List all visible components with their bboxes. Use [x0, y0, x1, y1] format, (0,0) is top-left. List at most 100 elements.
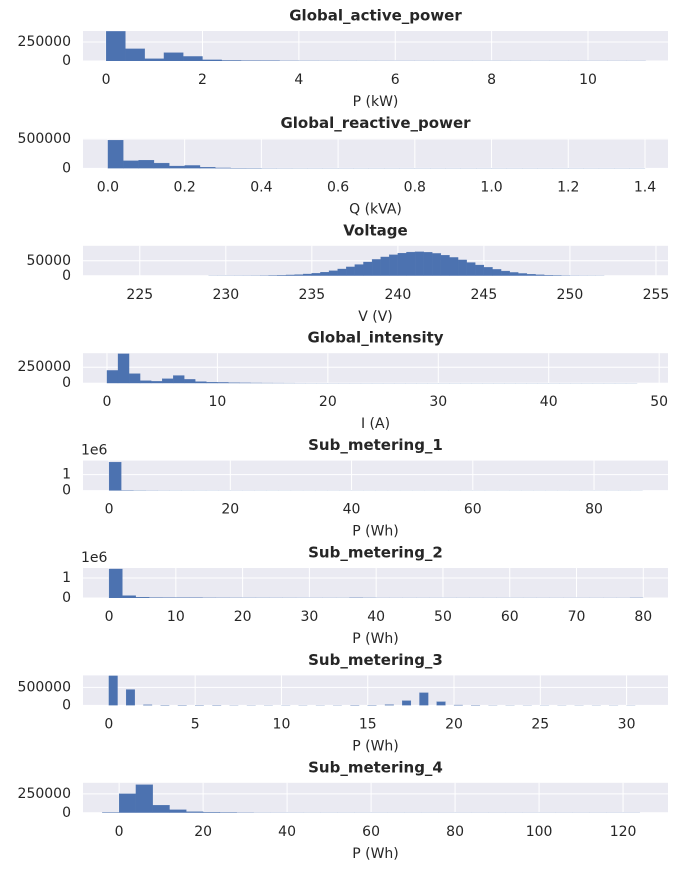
bar: [432, 253, 442, 276]
subplot-title: Voltage: [343, 221, 407, 239]
subplot: Global_active_power P (kW) 0 2 4 6 8 10 0 250000: [18, 7, 668, 110]
bar: [363, 261, 373, 276]
bar: [475, 264, 485, 276]
bar: [285, 274, 295, 276]
bar: [106, 370, 119, 384]
bar: [169, 809, 187, 813]
y-tick-label: 0: [62, 160, 71, 176]
x-tick-label: 0.6: [327, 179, 349, 195]
x-tick-label: 1.4: [634, 179, 656, 195]
plot-area: [83, 782, 668, 813]
x-tick-label: 0.0: [97, 179, 119, 195]
bar: [125, 48, 145, 61]
x-tick-label: 0: [103, 394, 112, 410]
subplot: Sub_metering_4 P (Wh) 0 20 40 60 80 100 120 0 2500…: [18, 758, 668, 862]
x-tick-label: 50: [650, 394, 668, 410]
x-tick-label: 0: [105, 502, 114, 518]
x-tick-label: 20: [221, 502, 239, 518]
bar: [346, 266, 356, 276]
plot-area: [83, 568, 668, 598]
bar: [371, 259, 381, 276]
x-axis-label: P (Wh): [352, 846, 399, 862]
x-tick-label: 0: [102, 72, 111, 88]
y-tick-label: 0: [62, 697, 71, 713]
x-tick-label: 1.2: [557, 179, 579, 195]
x-tick-label: 10: [273, 716, 291, 732]
y-tick-label: 250000: [18, 786, 71, 802]
bars: [107, 140, 646, 169]
bar: [195, 381, 207, 384]
bar: [186, 811, 204, 813]
subplot-title: Sub_metering_3: [308, 651, 443, 669]
subplot: Sub_metering_3 P (Wh) 0 5 10 15 20 25 30 0 500000: [18, 651, 668, 754]
x-tick-label: 60: [464, 502, 482, 518]
bar: [143, 704, 153, 706]
x-tick-label: 225: [126, 287, 153, 303]
x-tick-label: 40: [540, 394, 558, 410]
x-tick-label: 0.2: [174, 179, 196, 195]
y-tick-label: 0: [62, 268, 71, 284]
x-tick-label: 4: [294, 72, 303, 88]
bar: [436, 701, 446, 706]
x-tick-label: 245: [471, 287, 498, 303]
x-tick-label: 40: [367, 609, 385, 625]
bars: [108, 461, 643, 491]
x-tick-label: 0: [115, 824, 124, 840]
bar: [206, 382, 218, 384]
bar: [277, 275, 287, 276]
x-axis-label: Q (kVA): [349, 201, 402, 217]
subplot-title: Global_active_power: [289, 7, 462, 25]
bar: [440, 255, 450, 276]
x-tick-label: 30: [429, 394, 447, 410]
bar: [199, 167, 216, 169]
x-tick-label: 10: [167, 609, 185, 625]
x-tick-label: 25: [531, 716, 549, 732]
x-tick-label: 80: [634, 609, 652, 625]
bar: [139, 380, 152, 384]
bar: [380, 256, 390, 276]
bars: [102, 784, 641, 813]
subplot: Global_reactive_power Q (kVA) 0.0 0.2 0.4 0.6…: [18, 114, 668, 217]
x-tick-label: 20: [194, 824, 212, 840]
bar: [105, 31, 126, 61]
bar: [423, 252, 433, 276]
x-tick-label: 100: [526, 824, 553, 840]
x-axis-label: I (A): [361, 416, 390, 432]
x-tick-label: 30: [300, 609, 318, 625]
bar: [184, 379, 196, 384]
x-tick-label: 20: [234, 609, 252, 625]
bar: [150, 381, 163, 384]
bar: [138, 160, 155, 169]
y-tick-label: 250000: [18, 34, 71, 50]
bar: [184, 165, 201, 169]
bar: [311, 273, 321, 276]
x-tick-label: 20: [445, 716, 463, 732]
bar: [397, 252, 407, 276]
x-tick-label: 120: [610, 824, 637, 840]
bar: [217, 382, 229, 384]
x-tick-label: 0.4: [250, 179, 272, 195]
bars: [108, 675, 636, 706]
x-tick-label: 30: [618, 716, 636, 732]
x-tick-label: 255: [643, 287, 670, 303]
bar: [152, 805, 170, 813]
x-tick-label: 70: [568, 609, 586, 625]
x-axis-label: P (Wh): [352, 631, 399, 647]
bar: [202, 812, 221, 813]
bar: [509, 272, 519, 276]
bars: [106, 353, 638, 384]
bar: [162, 378, 174, 384]
bar: [535, 274, 545, 276]
x-tick-label: 10: [579, 72, 597, 88]
bar: [414, 251, 424, 276]
bar: [163, 52, 184, 61]
x-axis-label: P (Wh): [352, 738, 399, 754]
bar: [466, 262, 476, 276]
bar: [122, 595, 136, 598]
subplot-title: Sub_metering_1: [308, 436, 443, 454]
